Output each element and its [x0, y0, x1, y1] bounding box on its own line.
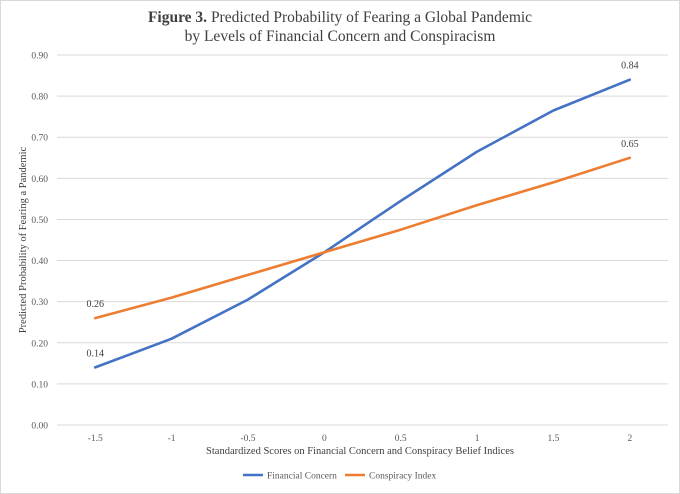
- y-axis-ticks: 0.00 0.10 0.20 0.30 0.40 0.50 0.60 0.70 0.80 0.90: [31, 52, 48, 432]
- y-tick-label: 0.00: [31, 422, 48, 432]
- data-label: 0.26: [86, 299, 104, 310]
- y-tick-label: 0.50: [31, 216, 48, 226]
- data-label: 0.84: [621, 61, 639, 72]
- series-lines: [93, 78, 632, 369]
- y-tick-label: 0.10: [31, 380, 48, 390]
- data-labels: 0.14 0.84 0.26 0.65: [86, 61, 638, 360]
- x-tick-label: 0: [322, 434, 327, 444]
- chart-title-text-1: Predicted Probability of Fearing a Globa…: [207, 9, 533, 26]
- y-tick-label: 0.40: [31, 257, 48, 267]
- legend-label: Conspiracy Index: [369, 472, 437, 482]
- chart-title: Figure 3. Predicted Probability of Feari…: [0, 8, 680, 46]
- legend: Financial Concern Conspiracy Index: [243, 472, 437, 482]
- y-tick-label: 0.60: [31, 175, 48, 185]
- series-line-conspiracy-index: [93, 156, 632, 320]
- legend-label: Financial Concern: [267, 472, 337, 482]
- chart-title-line-1: Figure 3. Predicted Probability of Feari…: [0, 8, 680, 27]
- y-tick-label: 0.80: [31, 93, 48, 103]
- series-line-financial-concern: [93, 78, 632, 369]
- y-tick-label: 0.20: [31, 339, 48, 349]
- figure-label: Figure 3.: [147, 9, 208, 26]
- y-tick-label: 0.30: [31, 298, 48, 308]
- x-tick-label: 1: [475, 434, 480, 444]
- data-label: 0.14: [86, 348, 104, 359]
- y-tick-label: 0.90: [31, 52, 48, 62]
- x-tick-label: -1: [168, 434, 176, 444]
- x-tick-label: -0.5: [240, 434, 255, 444]
- y-tick-label: 0.70: [31, 134, 48, 144]
- x-tick-label: -1.5: [88, 434, 103, 444]
- x-axis-title: Standardized Scores on Financial Concern…: [206, 446, 514, 457]
- x-tick-label: 1.5: [548, 434, 560, 444]
- x-tick-label: 0.5: [395, 434, 407, 444]
- x-axis-ticks: -1.5 -1 -0.5 0 0.5 1 1.5 2: [88, 434, 633, 444]
- x-tick-label: 2: [627, 434, 632, 444]
- chart-title-line-2: by Levels of Financial Concern and Consp…: [184, 28, 496, 45]
- data-label: 0.65: [621, 139, 639, 150]
- y-axis-title: Predicted Probability of Fearing a Pande…: [18, 147, 29, 334]
